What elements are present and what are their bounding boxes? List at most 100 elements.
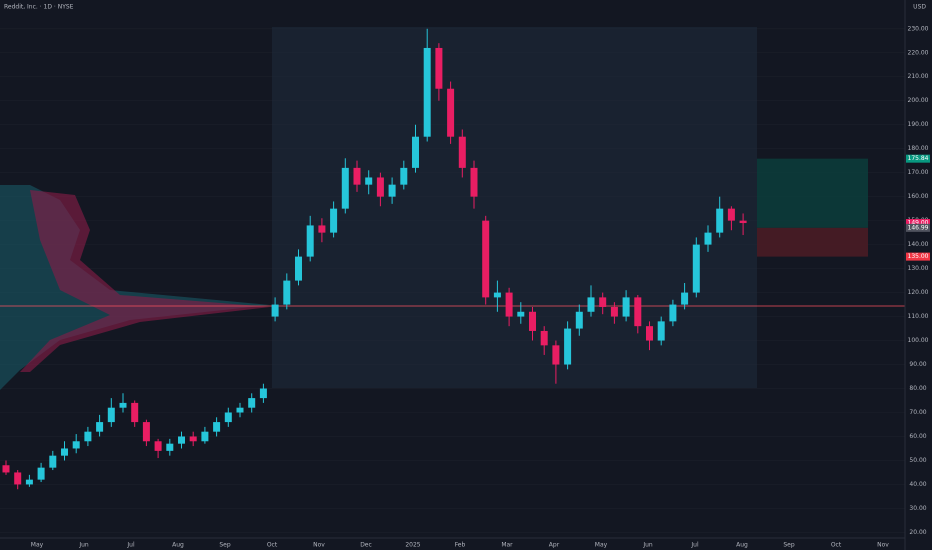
y-tick-label: 90.00 <box>909 361 926 368</box>
candle-body <box>96 422 104 432</box>
y-tick-label: 40.00 <box>909 481 926 488</box>
candle-body <box>599 297 607 307</box>
candle-body <box>259 388 267 399</box>
y-tick-label: 220.00 <box>908 49 929 56</box>
candle-body <box>634 297 642 327</box>
y-tick-label: 120.00 <box>908 289 929 296</box>
candle-body <box>271 304 279 317</box>
y-tick-label: 170.00 <box>908 169 929 176</box>
x-tick-label: Aug <box>172 542 184 549</box>
stop-zone <box>757 227 868 257</box>
y-tick-label: 50.00 <box>909 457 926 464</box>
x-tick-label: Sep <box>219 542 231 549</box>
candle-body <box>657 321 665 341</box>
candle-body <box>201 431 209 442</box>
x-tick-label: Nov <box>313 542 325 549</box>
price-label: 146.99 <box>908 224 929 231</box>
axis-labels: 230.00 220.00 210.00 200.00 190.00 180.00 170.… <box>31 25 930 549</box>
candle-body <box>435 47 443 89</box>
currency: USD <box>913 4 926 11</box>
y-tick-label: 100.00 <box>908 337 929 344</box>
y-tick-label: 160.00 <box>908 193 929 200</box>
candle-body <box>447 88 455 137</box>
x-tick-label: Jul <box>690 542 699 549</box>
candle-body <box>37 467 45 480</box>
candle-body <box>493 292 501 298</box>
candle-body <box>587 297 595 312</box>
candle-body <box>727 208 735 221</box>
candle-body <box>107 407 115 423</box>
candle-body <box>353 167 361 185</box>
price-label-bg <box>906 154 930 163</box>
candle-body <box>49 455 57 468</box>
y-tick-label: 180.00 <box>908 145 929 152</box>
y-tick-label: 200.00 <box>908 97 929 104</box>
candle-body <box>622 297 630 317</box>
x-tick-label: Sep <box>783 542 795 549</box>
volume-profile-down <box>20 190 270 372</box>
candle-body <box>341 167 349 209</box>
candle-body <box>25 479 33 485</box>
candle-body <box>330 208 338 233</box>
candle-body <box>84 431 92 442</box>
candle-body <box>575 311 583 329</box>
x-tick-label: 2025 <box>405 542 420 549</box>
candle-body <box>283 280 291 305</box>
x-tick-label: Feb <box>455 542 466 549</box>
target-zone <box>757 158 868 228</box>
x-tick-label: May <box>31 542 44 549</box>
candle-body <box>72 441 80 449</box>
candle-body <box>2 465 10 473</box>
x-tick-label: Dec <box>360 542 372 549</box>
candle-body <box>540 330 548 346</box>
y-tick-label: 80.00 <box>909 385 926 392</box>
candle-body <box>306 225 314 257</box>
price-label: 149.00 <box>908 220 929 227</box>
price-label: 175.84 <box>908 155 929 162</box>
candle-body <box>376 177 384 197</box>
y-tick-label: 20.00 <box>909 529 926 536</box>
candle-body <box>189 436 197 442</box>
candle-body <box>365 177 373 185</box>
price-label-bg <box>906 219 930 228</box>
x-tick-label: May <box>595 542 608 549</box>
x-tick-label: Mar <box>501 542 513 549</box>
candle-body <box>295 256 302 281</box>
candle-body <box>131 402 139 423</box>
candle-body <box>458 136 466 168</box>
candles <box>2 28 747 490</box>
candle-body <box>692 244 700 293</box>
candle-body <box>704 232 712 245</box>
x-tick-label: Apr <box>549 542 560 549</box>
y-tick-label: 130.00 <box>908 265 929 272</box>
candle-body <box>681 292 689 305</box>
candle-body <box>716 208 724 233</box>
candle-body <box>388 184 396 197</box>
y-tick-label: 210.00 <box>908 73 929 80</box>
candle-body <box>224 412 232 423</box>
candle-body <box>61 448 68 456</box>
candle-body <box>610 306 618 317</box>
candle-body <box>517 311 525 317</box>
candle-body <box>470 167 478 197</box>
position-tool <box>757 158 868 257</box>
candle-body <box>412 136 419 168</box>
candle-body <box>119 402 127 408</box>
candle-body <box>236 407 244 413</box>
candle-body <box>564 328 572 365</box>
candle-body <box>14 472 22 485</box>
x-tick-label: Jun <box>78 542 89 549</box>
candle-body <box>669 304 677 322</box>
candle-body <box>213 422 221 432</box>
chart-title: Reddit, Inc. · 1D · NYSE <box>4 4 74 11</box>
y-tick-label: 110.00 <box>908 313 929 320</box>
y-tick-label: 70.00 <box>909 409 926 416</box>
y-tick-label: 60.00 <box>909 433 926 440</box>
candle-body <box>400 167 408 185</box>
x-tick-label: Jul <box>126 542 135 549</box>
x-tick-label: Jun <box>642 542 653 549</box>
x-tick-label: Aug <box>736 542 748 549</box>
price-label: 135.00 <box>908 253 929 260</box>
